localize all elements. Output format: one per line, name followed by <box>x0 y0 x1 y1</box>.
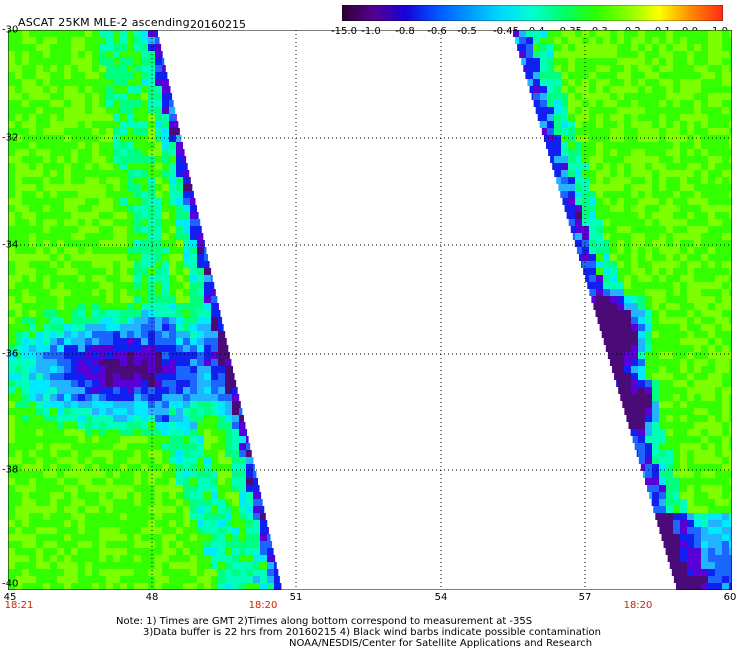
lat-label-40: -40 <box>2 578 19 590</box>
colorbar-tick-label: -0.45 <box>493 26 519 37</box>
colorbar-gradient <box>342 5 723 21</box>
lon-label-57: 57 <box>578 592 592 603</box>
lon-label-60: 60 <box>723 592 737 603</box>
lat-label-38: -38 <box>2 464 19 476</box>
lat-label-30: -30 <box>2 24 19 36</box>
pass-time-left: 18:21 <box>4 600 34 611</box>
pass-time-right: 18:20 <box>623 600 653 611</box>
colorbar-tick-label: -0.5 <box>457 26 477 37</box>
lon-label-45: 45 <box>3 592 17 603</box>
colorbar-tick-label: -0.6 <box>427 26 447 37</box>
pass-time-middle: 18:20 <box>248 600 278 611</box>
lon-label-48: 48 <box>145 592 159 603</box>
lon-label-51: 51 <box>289 592 303 603</box>
product-title: ASCAT 25KM MLE-2 ascending <box>18 16 190 29</box>
lat-label-34: -34 <box>2 239 19 251</box>
colorbar-tick-label: -15.0 <box>331 26 357 37</box>
lat-label-32: -32 <box>2 132 19 144</box>
note-line-2: 3)Data buffer is 22 hrs from 20160215 4)… <box>143 627 601 638</box>
lon-label-54: 54 <box>434 592 448 603</box>
map-plot <box>8 30 732 590</box>
colorbar-tick-label: -1.0 <box>361 26 381 37</box>
colorbar-tick-label: -0.8 <box>395 26 415 37</box>
colorbar <box>342 5 723 21</box>
lat-label-36: -36 <box>2 348 19 360</box>
product-date: 20160215 <box>190 18 246 31</box>
note-line-1: Note: 1) Times are GMT 2)Times along bot… <box>116 616 533 627</box>
note-line-3: NOAA/NESDIS/Center for Satellite Applica… <box>289 638 593 649</box>
